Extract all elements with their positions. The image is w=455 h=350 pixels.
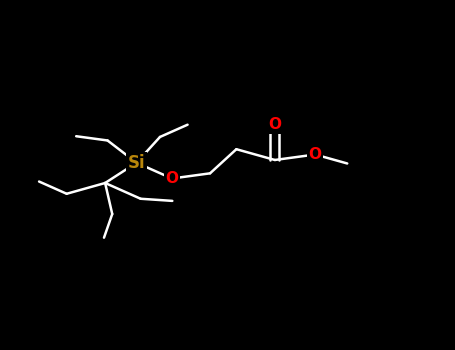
Text: O: O: [166, 171, 178, 186]
Text: O: O: [268, 118, 281, 133]
Text: Si: Si: [128, 154, 145, 172]
Text: O: O: [308, 147, 322, 162]
